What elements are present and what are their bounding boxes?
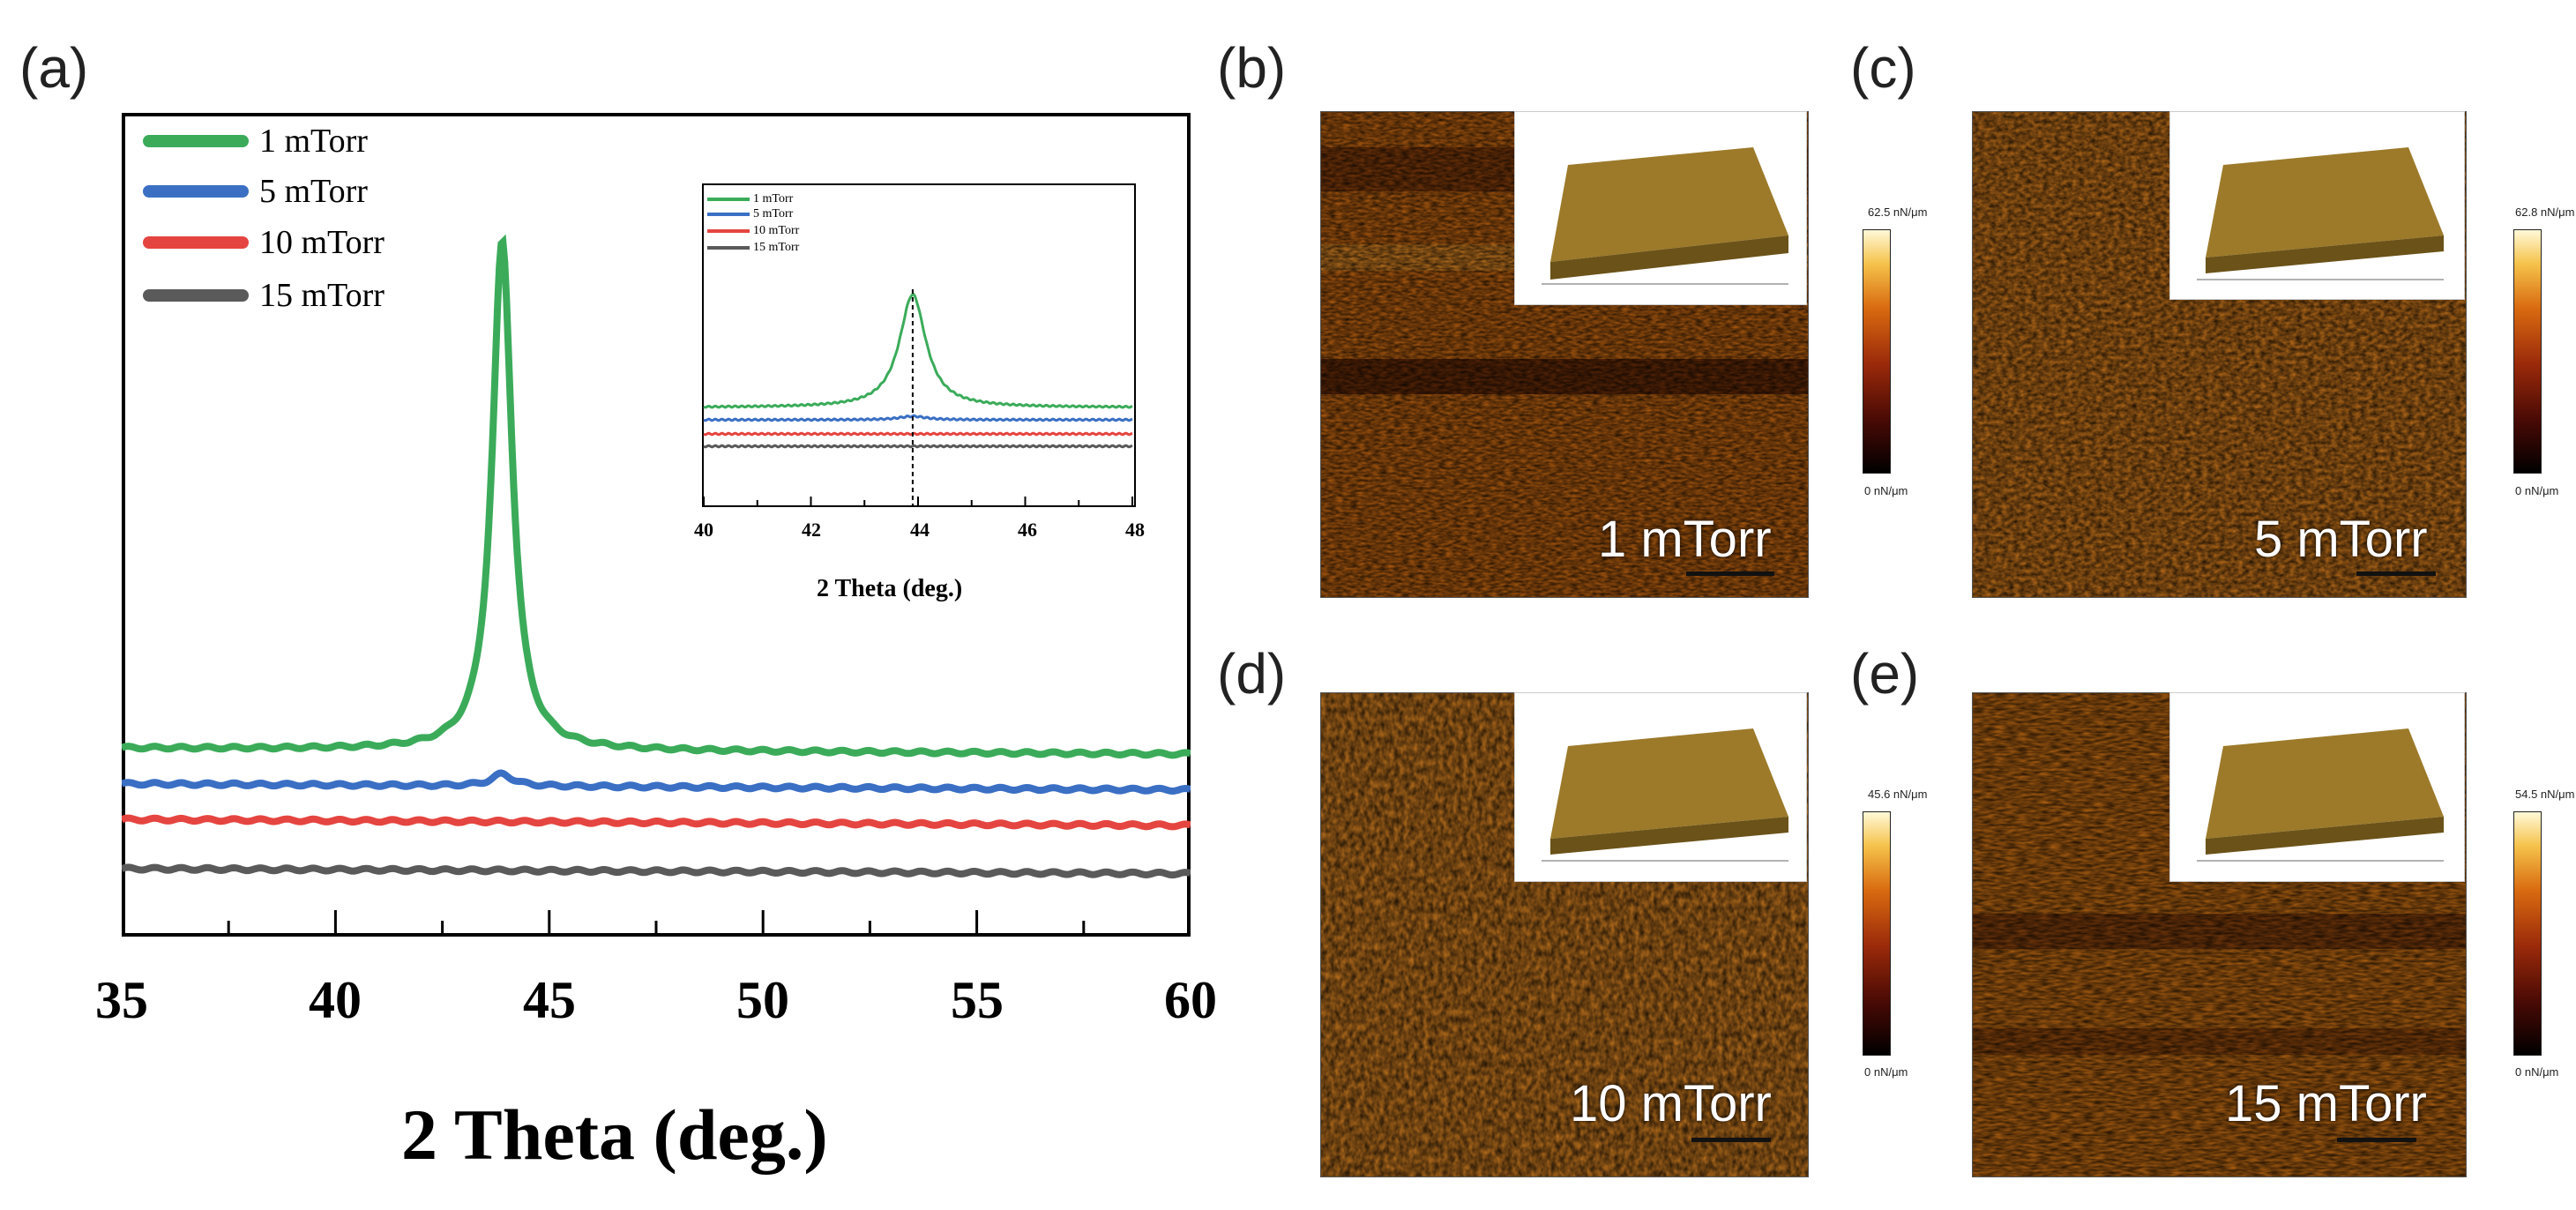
- inset-series-line-15-mtorr: [703, 444, 1133, 449]
- xrd-plot-area: [122, 234, 1191, 937]
- x-tick-label: 55: [951, 971, 1004, 1029]
- xrd-inset: 1 mTorr 5 mTorr 10 mTorr 15 mTorr 40 42 …: [694, 181, 1145, 639]
- afm-3d-surface: [2197, 147, 2444, 280]
- afm-3d-inset-5mtorr: [2169, 111, 2465, 300]
- x-tick-label: 45: [523, 971, 576, 1029]
- afm-pressure-label: 1 mTorr: [1598, 511, 1772, 568]
- series-line-5-mtorr: [122, 769, 1191, 795]
- inset-legend-1mtorr: 1 mTorr: [707, 192, 793, 206]
- inset-series-line-10-mtorr: [703, 431, 1133, 437]
- inset-swatch-5mtorr: [707, 213, 750, 216]
- panel-label-b: (b): [1217, 36, 1287, 100]
- afm-scale-bar: [2337, 1138, 2416, 1142]
- inset-swatch-15mtorr: [707, 246, 750, 250]
- afm-pressure-label: 15 mTorr: [2225, 1075, 2427, 1132]
- inset-x-tick-label: 42: [802, 519, 821, 541]
- series-line-15-mtorr: [122, 863, 1191, 879]
- afm-pressure-label: 5 mTorr: [2254, 511, 2428, 568]
- colorbar-min-label: 0 nN/μm: [2515, 1065, 2559, 1079]
- afm-pressure-label: 10 mTorr: [1570, 1075, 1772, 1132]
- inset-x-tick-label: 44: [910, 519, 930, 541]
- colorbar-max-label: 62.8 nN/μm: [2515, 205, 2575, 219]
- legend-swatch-10mtorr: [143, 236, 249, 249]
- afm-3d-inset-10mtorr: [1514, 692, 1807, 882]
- inset-legend-5mtorr: 5 mTorr: [707, 207, 793, 221]
- colorbar-min-label: 0 nN/μm: [2515, 484, 2559, 497]
- colorbar-10mtorr: [1863, 811, 1891, 1056]
- legend-swatch-15mtorr: [143, 289, 249, 302]
- legend-entry-5mtorr: 5 mTorr: [143, 172, 368, 211]
- x-axis-title: 2 Theta (deg.): [401, 1094, 828, 1175]
- legend-label-5mtorr: 5 mTorr: [259, 173, 368, 210]
- afm-3d-surface: [1542, 728, 1788, 862]
- inset-x-tick-label: 40: [694, 519, 713, 541]
- inset-x-tick-label: 48: [1125, 519, 1145, 541]
- legend-label-1mtorr: 1 mTorr: [259, 123, 368, 160]
- legend-entry-10mtorr: 10 mTorr: [143, 223, 385, 262]
- colorbar-15mtorr: [2513, 811, 2542, 1056]
- afm-3d-inset-1mtorr: [1514, 111, 1807, 305]
- panel-label-d: (d): [1217, 642, 1287, 706]
- inset-plot-area: [702, 183, 1136, 507]
- colorbar-1mtorr: [1863, 229, 1891, 474]
- afm-scale-bar: [2356, 571, 2436, 576]
- legend-swatch-1mtorr: [143, 135, 249, 147]
- x-tick-label: 35: [95, 971, 148, 1029]
- colorbar-5mtorr: [2513, 229, 2542, 474]
- inset-x-tick-label: 46: [1018, 519, 1037, 541]
- inset-x-axis-title: 2 Theta (deg.): [817, 575, 963, 602]
- inset-legend-10mtorr: 10 mTorr: [707, 224, 799, 238]
- colorbar-max-label: 62.5 nN/μm: [1868, 205, 1928, 219]
- x-tick-label: 50: [736, 971, 789, 1029]
- colorbar-min-label: 0 nN/μm: [1864, 1065, 1908, 1079]
- series-line-1-mtorr: [122, 234, 1191, 759]
- inset-series-line-1-mtorr: [703, 293, 1133, 409]
- x-tick-label: 60: [1164, 971, 1217, 1029]
- panel-label-c: (c): [1850, 36, 1916, 100]
- panel-label-a: (a): [19, 36, 89, 100]
- inset-legend-label: 1 mTorr: [753, 192, 794, 205]
- colorbar-min-label: 0 nN/μm: [1864, 484, 1908, 497]
- afm-3d-inset-15mtorr: [2169, 692, 2465, 882]
- colorbar-max-label: 45.6 nN/μm: [1868, 788, 1928, 801]
- inset-swatch-1mtorr: [707, 198, 750, 201]
- legend-swatch-5mtorr: [143, 185, 249, 198]
- afm-scale-bar: [1691, 1138, 1771, 1142]
- panel-label-e: (e): [1850, 642, 1920, 706]
- inset-series-line-5-mtorr: [703, 414, 1133, 422]
- inset-legend-15mtorr: 15 mTorr: [707, 241, 799, 255]
- legend-entry-15mtorr: 15 mTorr: [143, 276, 385, 315]
- colorbar-max-label: 54.5 nN/μm: [2515, 788, 2575, 801]
- afm-scale-bar: [1686, 571, 1774, 576]
- inset-legend-label: 5 mTorr: [753, 207, 794, 220]
- legend-label-10mtorr: 10 mTorr: [259, 224, 385, 261]
- x-tick-label: 40: [309, 971, 362, 1029]
- afm-3d-surface: [1542, 147, 1788, 285]
- legend-entry-1mtorr: 1 mTorr: [143, 122, 368, 161]
- afm-3d-surface: [2197, 728, 2444, 862]
- inset-frame: [702, 183, 1136, 507]
- inset-swatch-10mtorr: [707, 229, 750, 233]
- inset-legend-label: 10 mTorr: [753, 224, 800, 237]
- series-line-10-mtorr: [122, 814, 1191, 831]
- legend-label-15mtorr: 15 mTorr: [259, 277, 385, 314]
- inset-legend-label: 15 mTorr: [753, 241, 800, 254]
